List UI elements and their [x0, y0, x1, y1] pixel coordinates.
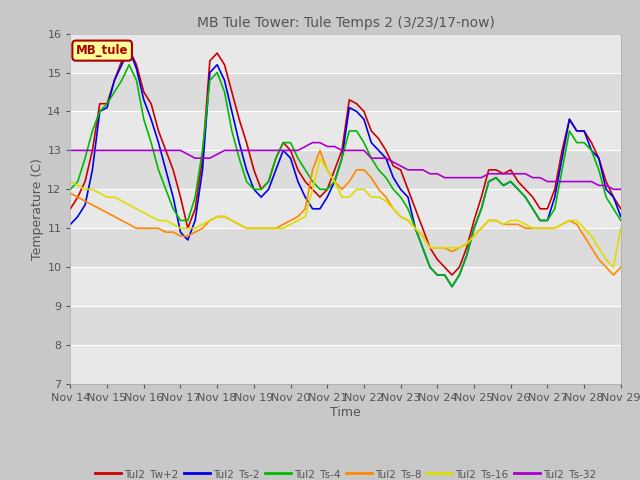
Bar: [70, 267, 621, 306]
Bar: [70, 111, 621, 150]
Bar: [70, 345, 621, 384]
Y-axis label: Temperature (C): Temperature (C): [31, 158, 44, 260]
Title: MB Tule Tower: Tule Temps 2 (3/23/17-now): MB Tule Tower: Tule Temps 2 (3/23/17-now…: [196, 16, 495, 30]
Legend: Tul2_Tw+2, Tul2_Ts-2, Tul2_Ts-4, Tul2_Ts-8, Tul2_Ts-16, Tul2_Ts-32: Tul2_Tw+2, Tul2_Ts-2, Tul2_Ts-4, Tul2_Ts…: [91, 465, 600, 480]
Bar: [70, 189, 621, 228]
X-axis label: Time: Time: [330, 406, 361, 419]
Text: MB_tule: MB_tule: [76, 44, 129, 57]
Bar: [70, 34, 621, 72]
